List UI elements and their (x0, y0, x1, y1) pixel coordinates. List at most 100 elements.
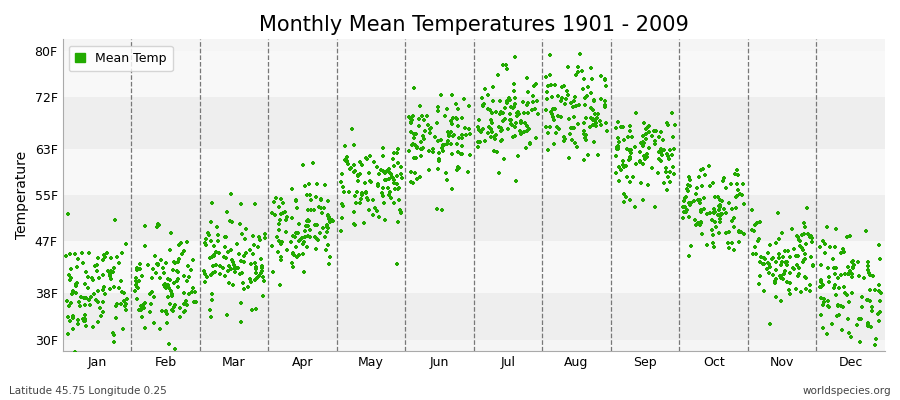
Point (164, 288, 178, 294)
Point (731, 172, 745, 178)
Point (706, 208, 721, 215)
Point (390, 261, 404, 267)
Point (829, 226, 843, 232)
Point (694, 220, 708, 226)
Point (163, 301, 177, 308)
Point (249, 264, 264, 270)
Point (865, 308, 879, 314)
Point (568, 94, 582, 101)
Point (371, 180, 385, 187)
Point (104, 255, 118, 262)
Point (747, 228, 761, 234)
Point (757, 255, 771, 262)
Point (462, 103, 476, 109)
Point (376, 145, 391, 152)
Point (752, 281, 767, 288)
Point (308, 222, 322, 228)
Point (635, 132, 650, 139)
Point (862, 298, 877, 304)
Point (722, 245, 736, 252)
Point (512, 110, 526, 117)
Point (462, 125, 476, 132)
Point (502, 111, 517, 118)
Point (438, 170, 453, 176)
Point (149, 224, 164, 230)
Point (814, 284, 828, 290)
Point (451, 123, 465, 130)
Point (208, 269, 222, 276)
Point (554, 114, 569, 121)
Point (380, 168, 394, 174)
Point (745, 251, 760, 257)
Point (154, 257, 168, 263)
Point (761, 250, 776, 256)
Point (844, 271, 859, 278)
Point (478, 137, 492, 144)
Point (780, 279, 795, 285)
Point (567, 125, 581, 131)
Bar (62, 149, 885, 195)
Point (611, 135, 625, 141)
Point (681, 253, 696, 260)
Point (344, 164, 358, 171)
Point (59, 253, 74, 259)
Point (147, 320, 161, 326)
Point (850, 322, 864, 328)
Point (856, 274, 870, 281)
Point (347, 162, 362, 168)
Point (873, 298, 887, 304)
Point (374, 190, 389, 196)
Point (820, 224, 834, 230)
Point (444, 118, 458, 124)
Point (391, 146, 405, 152)
Point (594, 121, 608, 128)
Point (642, 123, 656, 129)
Point (431, 166, 446, 172)
Point (752, 273, 767, 280)
Point (424, 125, 438, 132)
Point (841, 271, 855, 278)
Point (158, 284, 172, 290)
Point (220, 208, 234, 215)
Point (778, 268, 792, 275)
Point (611, 164, 625, 170)
Point (138, 223, 152, 229)
Point (225, 219, 239, 226)
Point (684, 242, 698, 249)
Point (278, 209, 293, 215)
Point (185, 257, 200, 263)
Point (758, 255, 772, 262)
Point (471, 139, 485, 146)
Point (483, 107, 498, 113)
Point (390, 181, 404, 187)
Point (74, 294, 88, 300)
Point (413, 102, 428, 109)
Point (455, 143, 470, 150)
Point (186, 299, 201, 306)
Point (520, 102, 535, 108)
Point (816, 325, 831, 332)
Point (660, 151, 674, 157)
Point (378, 176, 392, 183)
Point (476, 103, 491, 109)
Point (611, 143, 625, 150)
Point (661, 173, 675, 180)
Point (554, 98, 568, 104)
Point (617, 191, 632, 197)
Point (182, 274, 196, 280)
Point (572, 68, 586, 75)
Point (347, 222, 362, 229)
Point (284, 239, 298, 245)
Point (581, 84, 596, 90)
Point (520, 110, 535, 116)
Point (693, 200, 707, 206)
Point (508, 54, 522, 61)
Point (730, 193, 744, 200)
Point (827, 265, 842, 271)
Point (729, 194, 743, 200)
Point (682, 214, 697, 220)
Point (599, 120, 614, 126)
Point (341, 189, 356, 196)
Point (598, 82, 613, 89)
Point (490, 109, 504, 116)
